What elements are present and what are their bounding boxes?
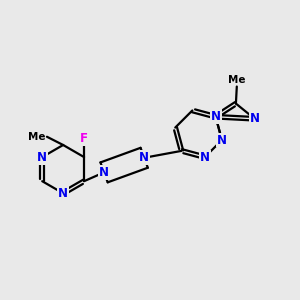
Text: N: N bbox=[58, 187, 68, 200]
Text: Me: Me bbox=[228, 75, 246, 85]
Text: Me: Me bbox=[28, 132, 46, 142]
Text: F: F bbox=[80, 132, 88, 145]
Text: N: N bbox=[217, 134, 227, 147]
Text: N: N bbox=[37, 151, 47, 164]
Text: N: N bbox=[250, 112, 260, 125]
Text: N: N bbox=[139, 151, 149, 164]
Text: N: N bbox=[211, 110, 221, 123]
Text: N: N bbox=[200, 151, 210, 164]
Text: N: N bbox=[99, 166, 109, 179]
